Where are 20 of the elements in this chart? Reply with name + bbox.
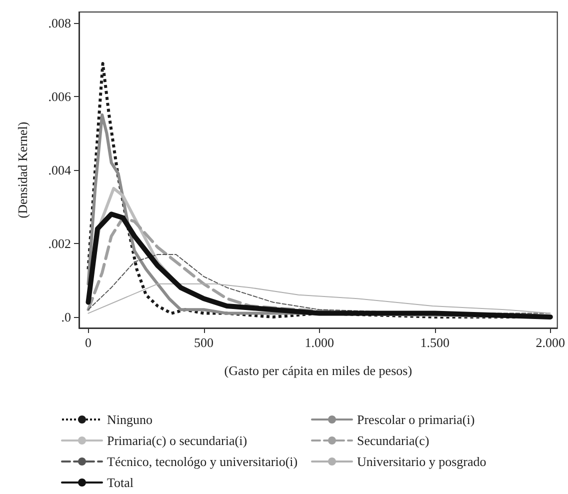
y-tick-label: .006 [48,89,72,104]
legend-label: Universitario y posgrado [357,454,486,469]
legend-label: Total [107,475,134,490]
legend-label: Ninguno [107,412,152,427]
x-tick-label: 1.500 [420,335,450,350]
y-tick-label: .008 [48,16,71,31]
y-axis-title: (Densidad Kernel) [15,122,30,218]
x-tick-label: 500 [194,335,214,350]
line-series [88,283,551,314]
legend-label: Secundaria(c) [357,433,430,448]
y-tick-label: .0 [61,309,71,324]
x-tick-label: 2.000 [536,335,566,350]
legend-label: Primaria(c) o secundaria(i) [107,433,248,448]
x-axis-title: (Gasto per cápita en miles de pesos) [224,363,412,378]
x-tick-label: 1.000 [304,335,334,350]
legend-label: Prescolar o primaria(i) [357,412,475,427]
legend-label: Técnico, tecnológo y universitario(i) [107,454,298,469]
y-tick-label: .004 [48,162,72,178]
x-tick-label: 0 [84,335,92,350]
y-tick-label: .002 [48,236,71,251]
